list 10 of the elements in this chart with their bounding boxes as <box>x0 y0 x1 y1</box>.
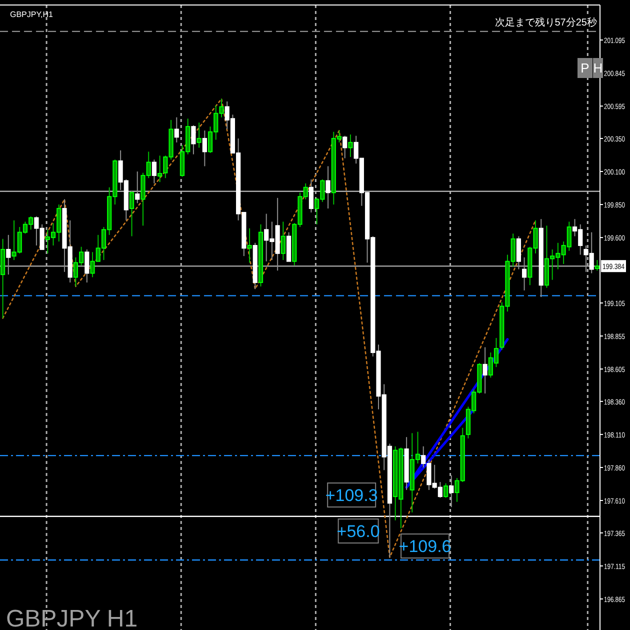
annotation: P <box>578 58 592 78</box>
annotation: GBPJPY H1 <box>6 606 138 630</box>
annotation: H <box>593 58 603 78</box>
annotation: +56.0 <box>336 518 380 544</box>
annotation: +109.6 <box>398 534 452 558</box>
annotation: 次足まで残り57分25秒 <box>494 15 599 29</box>
title: GBPJPY,H1 <box>10 10 53 19</box>
annotation: H <box>593 60 603 76</box>
annotation: P <box>580 60 590 76</box>
annotation: +109.3 <box>325 482 378 508</box>
